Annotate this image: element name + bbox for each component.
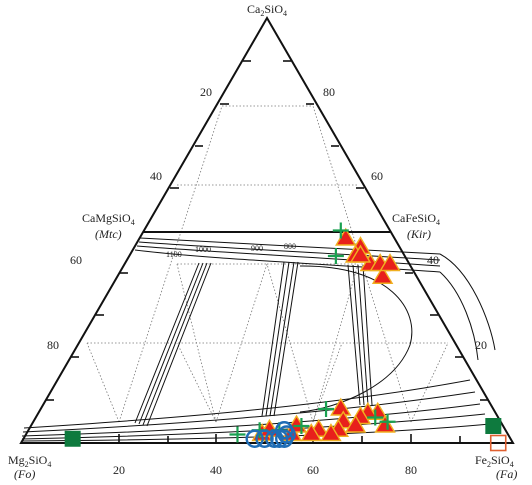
vertex-br-abbr: (Fa) bbox=[496, 467, 517, 481]
isotherm-label: 800 bbox=[284, 242, 296, 251]
triangle-marker bbox=[371, 265, 394, 284]
triangle-marker bbox=[320, 423, 342, 442]
triangle-marker bbox=[349, 244, 372, 263]
circle-marker bbox=[265, 429, 284, 448]
left-tick-label: 20 bbox=[200, 85, 212, 99]
vertex-top-sub2: 4 bbox=[283, 9, 287, 18]
right-tick-label: 80 bbox=[323, 85, 335, 99]
square-marker bbox=[64, 430, 81, 447]
midpoint-label-left: CaMgSiO4 (Mtc) bbox=[82, 211, 135, 241]
svg-text:CaFeSiO4: CaFeSiO4 bbox=[392, 211, 440, 227]
circle-marker bbox=[270, 429, 289, 448]
square-marker bbox=[485, 418, 502, 434]
svg-text:Ca2SiO4: Ca2SiO4 bbox=[247, 2, 287, 18]
grid bbox=[86, 105, 449, 423]
cross-marker bbox=[367, 409, 384, 426]
circle-marker bbox=[275, 429, 294, 448]
vertex-bl-abbr: (Fo) bbox=[14, 467, 35, 481]
vertex-bl-main: Mg bbox=[8, 453, 25, 467]
right-tick-label: 20 bbox=[475, 338, 487, 352]
svg-text:Mg2SiO4: Mg2SiO4 bbox=[8, 453, 51, 469]
left-tick-label: 40 bbox=[150, 169, 162, 183]
midpoint-label-right: CaFeSiO4 (Kir) bbox=[392, 211, 440, 241]
isotherm-label: 1000 bbox=[195, 245, 211, 254]
triangle-marker bbox=[379, 253, 401, 272]
cross-marker bbox=[318, 401, 335, 417]
right-tick-label: 40 bbox=[427, 253, 439, 267]
vertex-label-bottom-right: Fe2SiO4 (Fa) bbox=[475, 453, 517, 481]
left-tick-label: 60 bbox=[70, 253, 82, 267]
triangle-marker bbox=[330, 397, 352, 416]
mtc-main: CaMgSiO bbox=[82, 211, 131, 225]
right-tick-label: 60 bbox=[371, 169, 383, 183]
isotherm-label: 900 bbox=[251, 244, 263, 253]
cross-marker bbox=[379, 413, 396, 430]
cross-marker bbox=[229, 426, 246, 443]
kir-abbr: (Kir) bbox=[407, 227, 431, 241]
vertex-bl-sub2: 4 bbox=[47, 460, 51, 469]
left-tick-label: 80 bbox=[47, 338, 59, 352]
data-markers bbox=[64, 222, 507, 452]
circle-marker bbox=[255, 429, 274, 448]
cross-marker bbox=[332, 222, 349, 239]
circle-marker bbox=[245, 429, 264, 448]
svg-text:CaMgSiO4: CaMgSiO4 bbox=[82, 211, 135, 227]
tick-marks bbox=[46, 60, 488, 443]
triangle-marker bbox=[344, 414, 367, 433]
bottom-tick-label: 40 bbox=[210, 463, 222, 477]
vertex-br-mid: SiO bbox=[491, 453, 510, 467]
vertex-top-sub1: 2 bbox=[260, 9, 264, 18]
vertex-br-main: Fe bbox=[475, 453, 487, 467]
vertex-label-bottom-left: Mg2SiO4 (Fo) bbox=[8, 453, 51, 481]
triangle-marker bbox=[374, 414, 396, 433]
kir-main: CaFeSiO bbox=[392, 211, 436, 225]
mtc-sub: 4 bbox=[131, 218, 135, 227]
bottom-tick-label: 60 bbox=[307, 463, 319, 477]
vertex-label-top: Ca2SiO4 bbox=[247, 2, 287, 18]
bottom-tick-label: 20 bbox=[113, 463, 125, 477]
tick-labels: 20 40 60 80 20 40 60 80 80 60 40 20 bbox=[47, 85, 487, 477]
vertex-top-main: Ca bbox=[247, 2, 261, 16]
isotherm-labels: 1100 1000 900 800 bbox=[166, 242, 296, 259]
mtc-abbr: (Mtc) bbox=[95, 227, 122, 241]
svg-text:Fe2SiO4: Fe2SiO4 bbox=[475, 453, 514, 469]
vertex-bl-sub1: 2 bbox=[25, 460, 29, 469]
vertex-bl-mid: SiO bbox=[29, 453, 48, 467]
cross-marker bbox=[327, 248, 344, 264]
open-square-marker bbox=[489, 434, 507, 452]
isotherm-label: 1100 bbox=[166, 250, 182, 259]
vertex-br-sub1: 2 bbox=[487, 460, 491, 469]
kir-sub: 4 bbox=[436, 218, 440, 227]
cross-marker bbox=[293, 418, 310, 434]
vertex-top-mid: SiO bbox=[264, 2, 283, 16]
isotherm-curves bbox=[21, 237, 496, 442]
bottom-tick-label: 80 bbox=[405, 463, 417, 477]
vertex-br-sub2: 4 bbox=[510, 460, 514, 469]
